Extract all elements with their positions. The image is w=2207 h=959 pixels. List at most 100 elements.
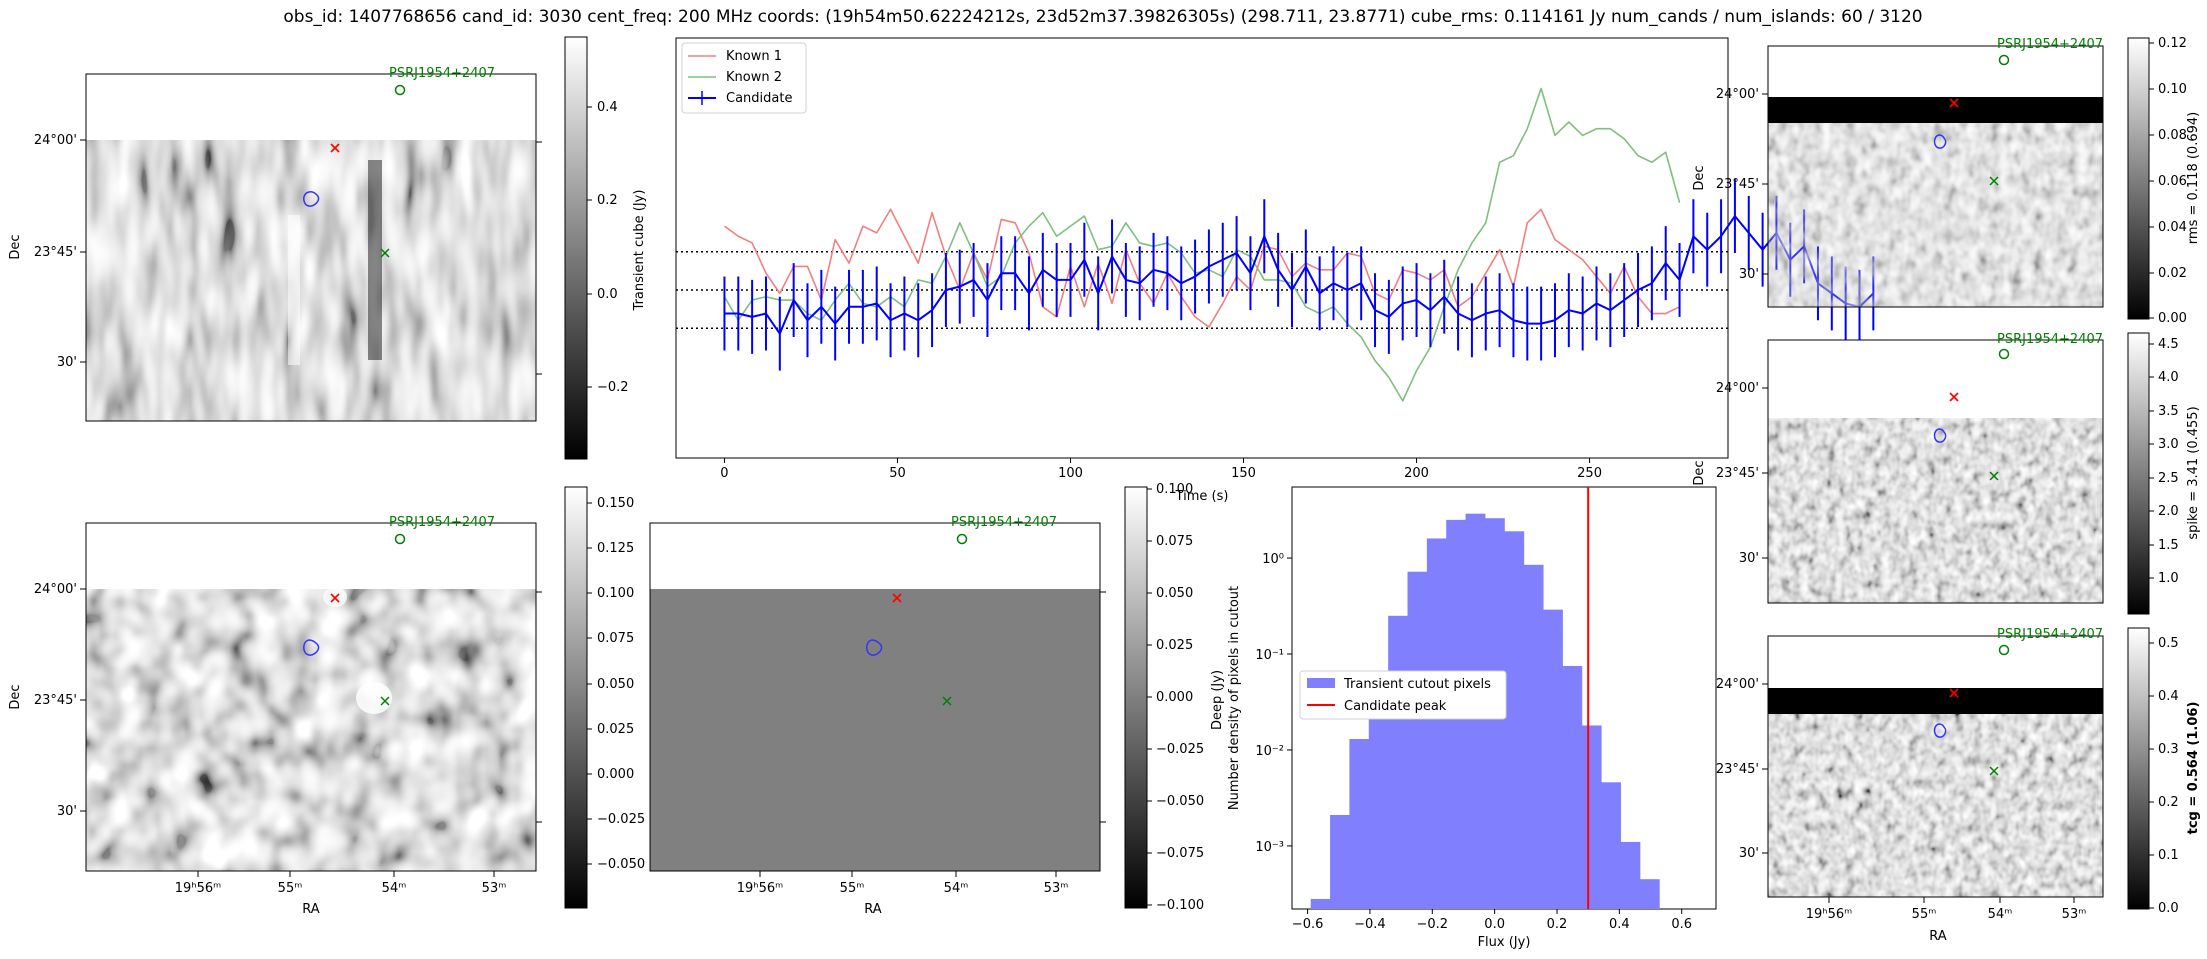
cbar-tick: −0.025 bbox=[587, 812, 645, 827]
source-label: PSRJ1954+2407 bbox=[1997, 332, 2103, 347]
cbar-tick: −0.100 bbox=[1147, 898, 1204, 913]
histogram-bar bbox=[1639, 879, 1660, 909]
cbar-tick: −0.2 bbox=[587, 380, 629, 395]
svg-text:0.04: 0.04 bbox=[2158, 220, 2187, 235]
source-label: PSRJ1954+2407 bbox=[951, 515, 1057, 530]
svg-text:23°45': 23°45' bbox=[34, 245, 77, 260]
series-candidate bbox=[724, 215, 1875, 335]
svg-text:−0.025: −0.025 bbox=[1156, 742, 1204, 757]
svg-text:0.050: 0.050 bbox=[597, 677, 634, 692]
svg-text:0.075: 0.075 bbox=[597, 631, 634, 646]
transient-image bbox=[86, 140, 536, 421]
svg-text:30': 30' bbox=[1739, 551, 1759, 566]
source-label: PSRJ1954+2407 bbox=[389, 515, 495, 530]
svg-text:19ʰ56ᵐ: 19ʰ56ᵐ bbox=[1806, 907, 1852, 922]
cbar-tick: 4.0 bbox=[2149, 370, 2179, 385]
candidate-contour bbox=[1933, 428, 1947, 443]
svg-text:53ᵐ: 53ᵐ bbox=[1044, 881, 1069, 896]
cbar-tick: 0.3 bbox=[2149, 742, 2179, 757]
svg-text:24°00': 24°00' bbox=[1716, 381, 1759, 396]
deep-flat-image bbox=[650, 589, 1100, 871]
candidate-contour bbox=[1933, 134, 1947, 149]
svg-text:0.0: 0.0 bbox=[597, 287, 618, 302]
histogram-ylabel: Number density of pixels in cutout bbox=[1227, 586, 1242, 810]
legend-known1: Known 1 bbox=[726, 49, 782, 64]
colorbar-label: tcg = 0.564 (1.06) bbox=[2186, 702, 2201, 835]
svg-text:−0.100: −0.100 bbox=[1156, 898, 1204, 913]
svg-text:30': 30' bbox=[1739, 846, 1759, 861]
red-cross-marker bbox=[1949, 98, 1959, 108]
dec-tick: 23°45' bbox=[1716, 762, 1768, 777]
histogram-bar bbox=[1426, 538, 1447, 909]
dec-tick: 23°45' bbox=[1716, 177, 1768, 192]
ra-tick: 53ᵐ bbox=[2062, 897, 2087, 922]
cbar-tick: 0.2 bbox=[587, 193, 618, 208]
cbar-tick: 0.4 bbox=[2149, 689, 2179, 704]
svg-text:0.075: 0.075 bbox=[1156, 534, 1193, 549]
cbar-tick: 0.075 bbox=[1147, 534, 1193, 549]
cbar-tick: 0.02 bbox=[2149, 266, 2187, 281]
dec-tick: 24°00' bbox=[1716, 87, 1768, 102]
candidate-contour bbox=[303, 639, 320, 656]
cbar-tick: 0.100 bbox=[1147, 482, 1193, 497]
panel-histogram: −0.6 −0.4 −0.2 0.0 0.2 0.4 0.610⁰10⁻¹10⁻²10⁻³ … bbox=[1227, 486, 1717, 950]
cbar-tick: 0.12 bbox=[2149, 36, 2187, 51]
colorbar-transient: 0.4 0.2 0.0 −0.2 Transient cube (Jy) bbox=[564, 36, 647, 460]
svg-text:55ᵐ: 55ᵐ bbox=[278, 881, 303, 896]
y-tick-label: 10⁻¹ bbox=[1255, 648, 1284, 663]
histogram-bar bbox=[1330, 814, 1350, 909]
svg-text:1.0: 1.0 bbox=[2158, 571, 2179, 586]
source-circle-marker bbox=[956, 533, 968, 545]
ra-tick: 54ᵐ bbox=[382, 871, 406, 896]
lightcurve-legend: Known 1 Known 2 Candidate bbox=[681, 42, 807, 114]
svg-text:0.02: 0.02 bbox=[2158, 266, 2187, 281]
dec-tick: 23°45' bbox=[1716, 466, 1768, 481]
spike-image bbox=[1768, 418, 2103, 603]
svg-text:0.5: 0.5 bbox=[2158, 636, 2179, 651]
svg-text:−0.025: −0.025 bbox=[597, 812, 645, 827]
legend-known2: Known 2 bbox=[726, 70, 782, 85]
cbar-tick: −0.050 bbox=[587, 857, 645, 872]
source-circle-marker bbox=[1998, 54, 2010, 66]
deep-image bbox=[86, 589, 536, 871]
cbar-tick: 0.4 bbox=[587, 100, 618, 115]
cbar-tick: 0.125 bbox=[587, 541, 634, 556]
svg-text:0.0: 0.0 bbox=[2158, 901, 2179, 916]
colorbar-deep-b: 0.100 0.075 0.050 0.025 0.000 −0.025 −0.… bbox=[1124, 482, 1225, 913]
svg-text:4.0: 4.0 bbox=[2158, 370, 2179, 385]
svg-text:53ᵐ: 53ᵐ bbox=[2062, 907, 2087, 922]
dec-tick: 30' bbox=[1739, 551, 1768, 566]
candidate-contour bbox=[1933, 723, 1947, 738]
cbar-tick: 0.2 bbox=[2149, 795, 2179, 810]
svg-text:0.4: 0.4 bbox=[597, 100, 618, 115]
candidate-contour bbox=[303, 191, 320, 207]
svg-text:0.10: 0.10 bbox=[2158, 82, 2187, 97]
lightcurve-xlabel: Time (s) bbox=[1175, 489, 1229, 504]
cbar-tick: 0.025 bbox=[1147, 638, 1193, 653]
histogram-bar bbox=[1523, 564, 1544, 909]
ra-axis-label: RA bbox=[864, 902, 882, 917]
svg-text:0.150: 0.150 bbox=[597, 496, 634, 511]
cbar-tick: −0.075 bbox=[1147, 846, 1204, 861]
legend-candidate: Candidate bbox=[726, 91, 792, 106]
cbar-tick: 0.050 bbox=[1147, 586, 1193, 601]
svg-text:30': 30' bbox=[1739, 267, 1759, 282]
svg-text:54ᵐ: 54ᵐ bbox=[944, 881, 969, 896]
source-label: PSRJ1954+2407 bbox=[1997, 37, 2103, 52]
histogram-bar bbox=[1407, 571, 1428, 909]
x-tick-label: 0 bbox=[720, 466, 728, 481]
histogram-bar bbox=[1504, 531, 1525, 909]
cbar-tick: 1.5 bbox=[2149, 538, 2179, 553]
svg-text:0.100: 0.100 bbox=[597, 586, 634, 601]
source-circle-marker bbox=[394, 84, 406, 96]
lightcurve-xticks: 0 50 100 150 200 250 bbox=[720, 458, 1602, 481]
bright-blob bbox=[356, 682, 392, 714]
svg-text:0.12: 0.12 bbox=[2158, 36, 2187, 51]
bright-streak bbox=[288, 215, 300, 365]
dec-axis-label: Dec bbox=[1692, 165, 1707, 190]
ra-axis-label: RA bbox=[1929, 929, 1947, 944]
red-cross-marker bbox=[330, 593, 340, 603]
dec-tick: 30' bbox=[1739, 267, 1768, 282]
dec-tick: 24°00' bbox=[1716, 381, 1768, 396]
